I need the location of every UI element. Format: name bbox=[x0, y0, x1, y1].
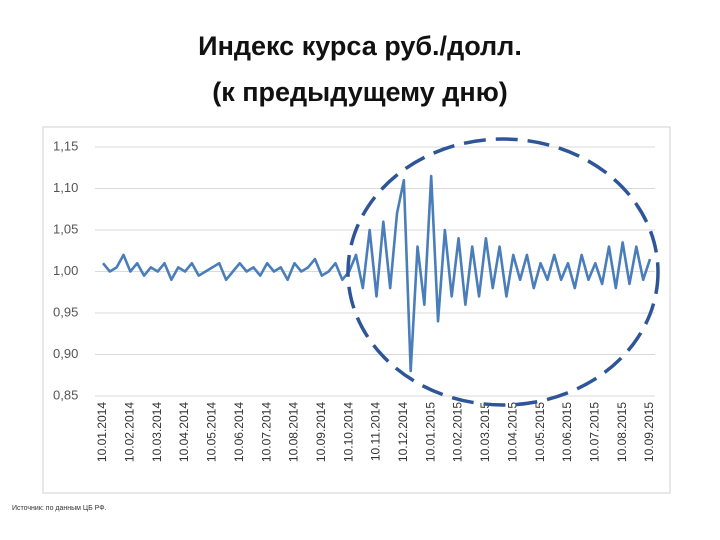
source-note: Источник: по данным ЦБ РФ. bbox=[12, 505, 107, 512]
y-tick-label: 1,05 bbox=[53, 221, 78, 236]
y-tick-label: 0,95 bbox=[53, 304, 78, 319]
x-tick-label: 10.09.2015 bbox=[642, 402, 656, 462]
x-tick-label: 10.01.2015 bbox=[423, 402, 437, 462]
x-tick-label: 10.06.2014 bbox=[232, 402, 246, 462]
x-tick-label: 10.05.2014 bbox=[205, 402, 219, 462]
x-tick-label: 10.10.2014 bbox=[341, 402, 355, 462]
y-tick-label: 1,10 bbox=[53, 180, 78, 195]
x-tick-label: 10.04.2014 bbox=[177, 402, 191, 462]
x-tick-label: 10.11.2014 bbox=[369, 402, 383, 461]
x-tick-label: 10.07.2015 bbox=[587, 402, 601, 462]
title-line: Индекс курса руб./долл. bbox=[198, 31, 522, 61]
x-tick-label: 10.04.2015 bbox=[505, 402, 519, 462]
chart-frame bbox=[42, 126, 671, 494]
y-tick-label: 1,00 bbox=[53, 263, 78, 278]
x-tick-label: 10.06.2015 bbox=[560, 402, 574, 462]
x-tick-label: 10.08.2014 bbox=[287, 402, 301, 462]
y-tick-label: 0,90 bbox=[53, 346, 78, 361]
x-tick-label: 10.02.2014 bbox=[123, 402, 137, 462]
x-tick-label: 10.03.2015 bbox=[478, 402, 492, 462]
x-tick-label: 10.02.2015 bbox=[451, 402, 465, 462]
title-line: (к предыдущему дню) bbox=[212, 77, 508, 107]
x-tick-label: 10.09.2014 bbox=[314, 402, 328, 462]
data-line bbox=[101, 174, 652, 373]
x-tick-label: 10.05.2015 bbox=[533, 402, 547, 462]
highlight-circle bbox=[346, 137, 660, 407]
x-tick-label: 10.12.2014 bbox=[396, 402, 410, 462]
x-tick-label: 10.07.2014 bbox=[259, 402, 273, 462]
x-tick-label: 10.03.2014 bbox=[150, 402, 164, 462]
y-tick-label: 0,85 bbox=[53, 387, 78, 402]
y-tick-label: 1,15 bbox=[53, 138, 78, 153]
x-tick-label: 10.08.2015 bbox=[615, 402, 629, 462]
x-tick-label: 10.01.2014 bbox=[95, 402, 109, 462]
